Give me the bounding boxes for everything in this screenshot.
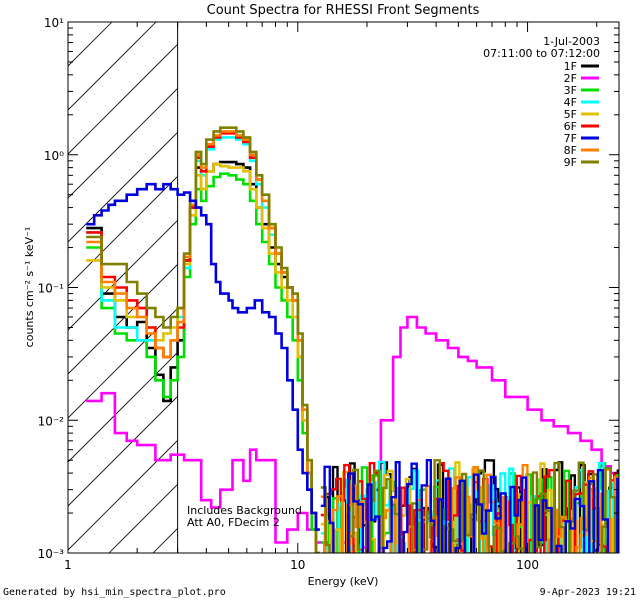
legend-label-3f: 3F	[564, 84, 577, 97]
axis-ticks: 1 10 100 10⁻³ 10⁻² 10⁻¹ 10⁰ 10¹	[38, 16, 619, 572]
annotation-background: Includes Background	[187, 504, 302, 517]
y-axis-label: counts cm⁻² s⁻¹ keV⁻¹	[23, 227, 36, 348]
x-tick-label: 100	[516, 558, 539, 572]
footer-generated-by: Generated by hsi_min_spectra_plot.pro	[3, 587, 226, 598]
legend-label-9f: 9F	[564, 156, 577, 169]
x-axis-label: Energy (keV)	[308, 575, 379, 588]
series-line-8f	[86, 130, 320, 553]
y-tick-label: 10⁻³	[38, 547, 65, 561]
series-layer	[86, 126, 619, 553]
series-line-1f	[86, 160, 320, 553]
legend-label-4f: 4F	[564, 96, 577, 109]
series-line-9f	[86, 126, 320, 553]
y-tick-label: 10¹	[44, 16, 64, 30]
legend-label-7f: 7F	[564, 132, 577, 145]
x-tick-label: 10	[290, 558, 305, 572]
chart-title: Count Spectra for RHESSI Front Segments	[207, 3, 480, 18]
series-line-5f	[86, 162, 320, 553]
series-noise-8f	[320, 464, 619, 553]
series-noise-7f	[320, 459, 619, 553]
legend-date: 1-Jul-2003	[543, 35, 600, 48]
y-tick-label: 10⁰	[44, 149, 64, 163]
legend-time-range: 07:11:00 to 07:12:00	[483, 47, 600, 60]
series-line-6f	[86, 132, 320, 553]
annotation-attenuator: Att A0, FDecim 2	[187, 516, 280, 529]
legend-label-2f: 2F	[564, 72, 577, 85]
series-line-7f	[86, 182, 320, 531]
legend-label-6f: 6F	[564, 120, 577, 133]
y-tick-label: 10⁻¹	[38, 282, 65, 296]
series-noise-6f	[320, 462, 619, 553]
footer-timestamp: 9-Apr-2023 19:21	[540, 587, 636, 598]
legend-label-1f: 1F	[564, 60, 577, 73]
y-tick-label: 10⁻²	[38, 414, 65, 428]
x-tick-label: 1	[64, 558, 72, 572]
legend-label-5f: 5F	[564, 108, 577, 121]
legend-label-8f: 8F	[564, 144, 577, 157]
series-noise-3f	[320, 462, 619, 553]
series-line-3f	[86, 172, 320, 553]
